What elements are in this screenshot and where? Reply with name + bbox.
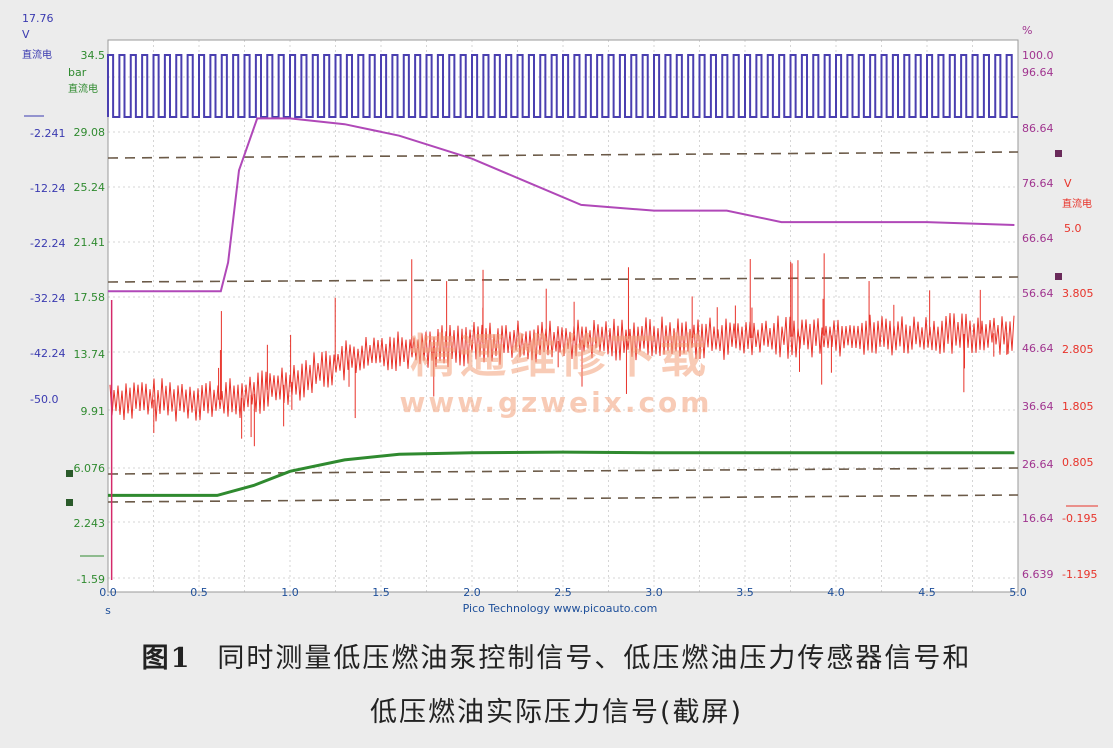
axis-c-tick: 76.64 [1022,177,1054,190]
axis-a-tick: -22.24 [30,237,65,250]
x-tick-label: 3.0 [645,586,663,599]
series-3 [109,253,1015,447]
figure-label: 图1 [141,643,192,674]
axis-b-tick: 6.076 [74,462,106,475]
duty-cycle-trace [108,117,1015,293]
watermark-line-2: www.gzweix.com [400,386,713,419]
series-1 [107,54,1018,118]
axis-a-tick: -2.241 [30,127,65,140]
x-tick-label: 5.0 [1009,586,1027,599]
axis-b-handle [66,470,73,477]
x-tick-label: 4.0 [827,586,845,599]
axis-d-tick: 3.805 [1062,287,1094,300]
series-layer [107,54,1018,580]
axis-a-tick: -42.24 [30,347,65,360]
x-tick-label: 4.5 [918,586,936,599]
x-tick-label: 2.0 [463,586,481,599]
axis-c-tick: 36.64 [1022,400,1054,413]
axis-d-coupling: 直流电 [1062,197,1092,210]
axis-d-tick: -0.195 [1062,512,1097,525]
axis-b-coupling: 直流电 [68,82,98,95]
axis-c-tick: 16.64 [1022,512,1054,525]
axis-a-coupling: 直流电 [22,48,52,61]
axis-b-tick: 21.41 [74,236,106,249]
series-2 [108,117,1015,293]
axis-c-tick: 26.64 [1022,458,1054,471]
axis-b-tick: 25.24 [74,181,106,194]
axis-d-tick: 1.805 [1062,400,1094,413]
axis-c-unit: % [1022,24,1032,37]
watermark-line-1: 精通维修下载 [410,329,710,383]
axis-d-top: 5.0 [1064,222,1082,235]
axis-b-tick: 9.91 [81,405,106,418]
axis-b-tick: 2.243 [74,517,106,530]
caption-text-1: 同时测量低压燃油泵控制信号、低压燃油压力传感器信号和 [217,643,972,674]
actual-pressure-trace [108,450,1015,497]
axis-a-tick: -50.0 [30,393,58,406]
axis-d-unit: V [1064,177,1072,190]
axis-b-unit: bar [68,66,87,79]
axis-b-tick: 29.08 [74,126,106,139]
axis-c-tick: 56.64 [1022,287,1054,300]
pressure-sensor-trace [109,312,1015,422]
axis-c-tick: 66.64 [1022,232,1054,245]
axis-d-tick: -1.195 [1062,568,1097,581]
axis-a-tick: -12.24 [30,182,65,195]
vendor-label: Pico Technology www.picoauto.com [463,602,658,615]
axis-c-handle [1055,273,1062,280]
axis-b-tick: 13.74 [74,348,106,361]
x-tick-label: 0.0 [99,586,117,599]
figure-caption-line-2: 低压燃油实际压力信号(截屏) [369,697,744,728]
axis-c-tick: 86.64 [1022,122,1054,135]
axis-c-tick: 96.64 [1022,66,1054,79]
axis-d-tick: 2.805 [1062,343,1094,356]
series-4 [108,450,1015,497]
axis-a-top: 17.76 [22,12,54,25]
axis-b-tick: 17.58 [74,291,106,304]
axis-c-handle [1055,150,1062,157]
x-axis-unit: s [105,604,111,617]
axis-c-tick: 100.0 [1022,49,1054,62]
pump-control-waveform [107,54,1018,118]
x-tick-label: 1.5 [372,586,390,599]
axis-labels: 17.76 V 直流电 -2.241 -12.24 -22.24 -32.24 -42.24 -… [22,12,1098,617]
x-tick-label: 3.5 [736,586,754,599]
figure-caption-line-1: 图1 同时测量低压燃油泵控制信号、低压燃油压力传感器信号和 [0,636,1113,675]
axis-c-tick: 46.64 [1022,342,1054,355]
axis-a-unit: V [22,28,30,41]
x-tick-label: 2.5 [554,586,572,599]
axis-b-tick: 34.5 [81,49,106,62]
x-tick-label: 1.0 [281,586,299,599]
axis-b-tick: -1.59 [77,573,105,586]
axis-d-tick: 0.805 [1062,456,1094,469]
axis-a-tick: -32.24 [30,292,65,305]
x-tick-label: 0.5 [190,586,208,599]
axis-b-handle [66,499,73,506]
axis-c-tick: 6.639 [1022,568,1054,581]
plot-frame [107,39,1019,593]
